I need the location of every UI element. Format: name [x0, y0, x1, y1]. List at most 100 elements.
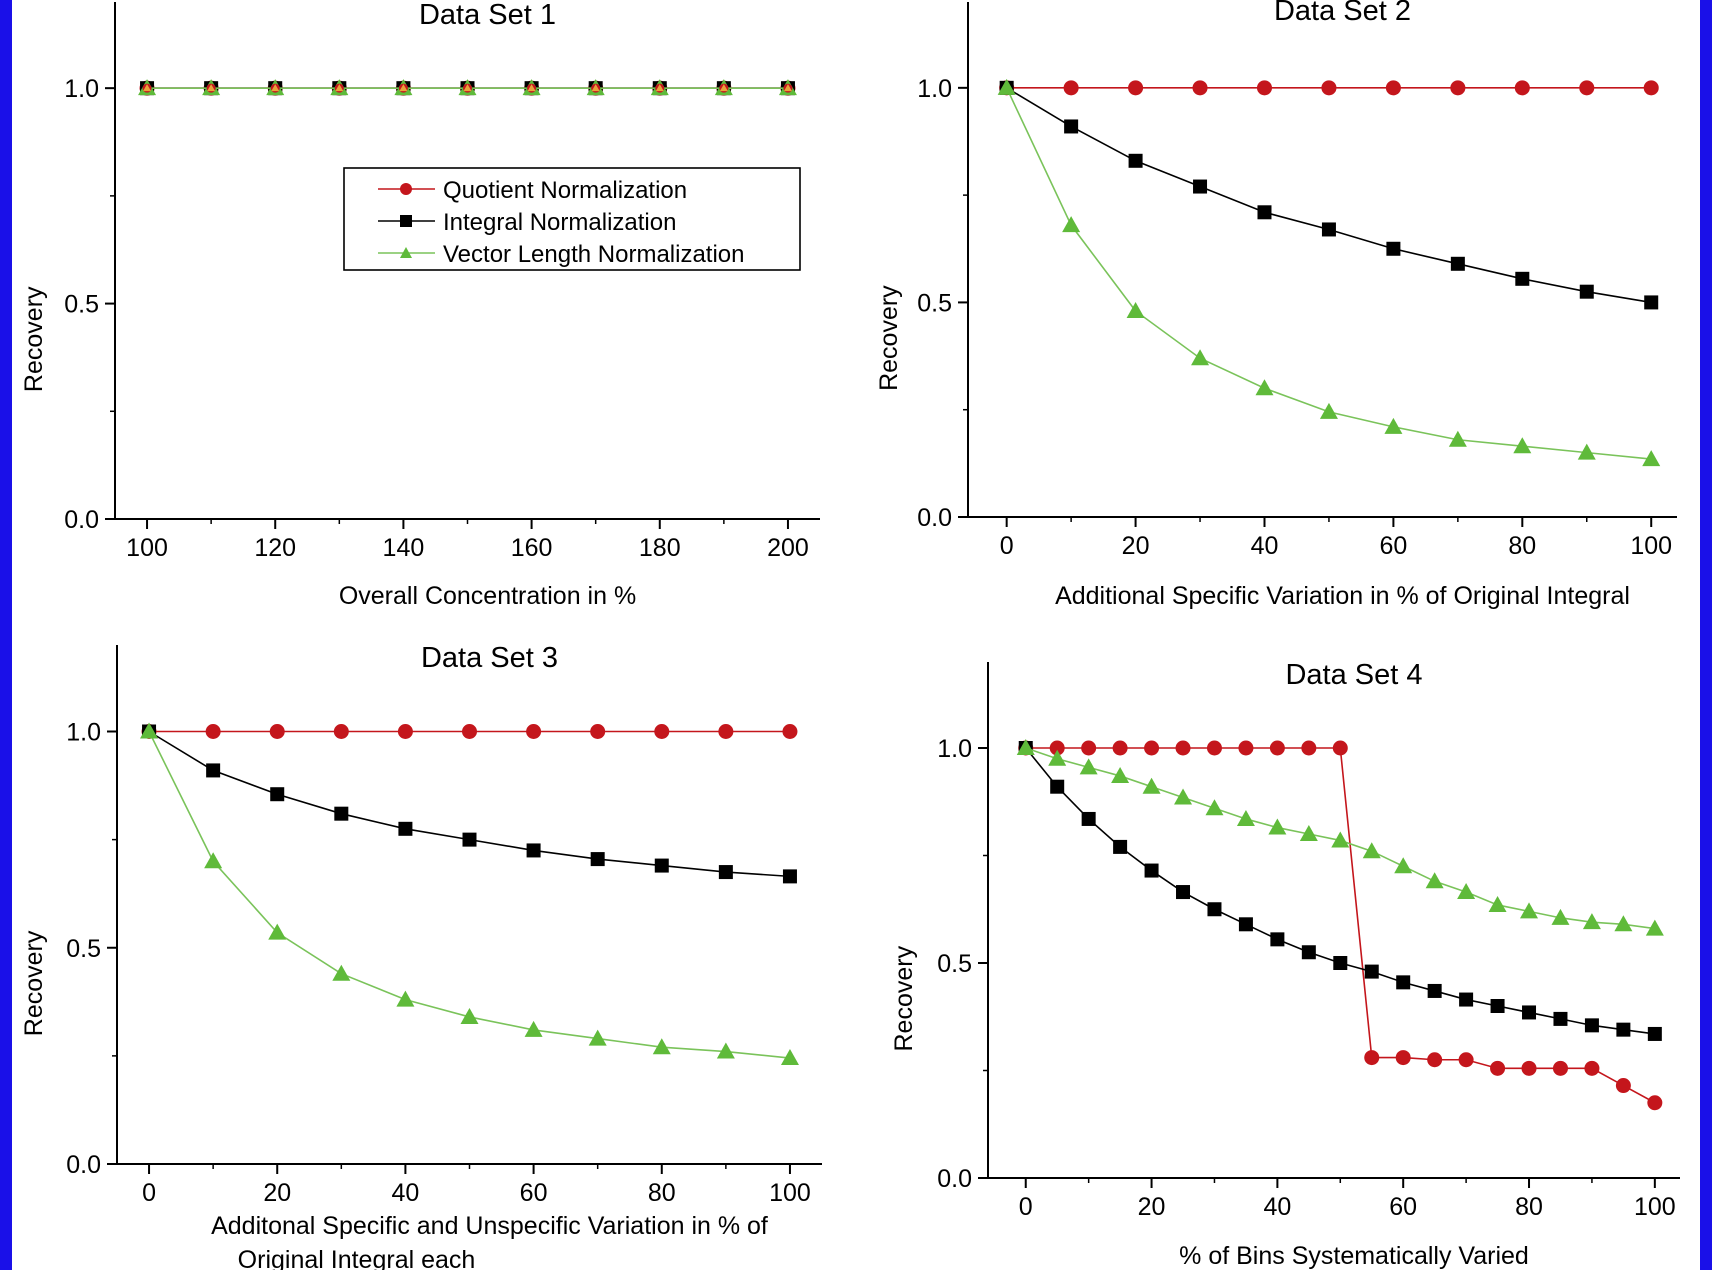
data-point	[1643, 80, 1659, 96]
series-vector-length-normalization	[997, 78, 1661, 467]
data-point	[1364, 964, 1379, 979]
x-tick-label: 60	[1389, 1193, 1417, 1221]
data-point	[143, 84, 152, 92]
series-vector-length-normalization	[1016, 739, 1664, 936]
data-point	[1614, 915, 1633, 932]
legend-marker-triangle	[400, 247, 412, 258]
data-point	[1579, 284, 1594, 299]
legend-label: Integral Normalization	[443, 209, 676, 236]
data-point	[205, 724, 221, 739]
data-point	[271, 84, 280, 92]
y-tick-label: 1.0	[917, 75, 952, 103]
data-point	[270, 787, 285, 802]
y-tick-label: 0.5	[937, 950, 972, 978]
data-point	[1175, 740, 1191, 756]
data-point	[1490, 999, 1505, 1013]
data-point	[1522, 1005, 1537, 1020]
y-axis-label: Recovery	[20, 286, 48, 392]
data-point	[591, 84, 600, 92]
data-point	[398, 821, 413, 836]
data-point	[462, 724, 477, 739]
data-point	[1582, 913, 1601, 930]
data-point	[1515, 271, 1530, 286]
chart-panel-2: Data Set 2 0.0 0.5 1.0 0 20 40 60 80 100Additiona…	[875, 0, 1677, 610]
data-point	[1333, 956, 1348, 970]
data-point	[399, 84, 408, 92]
x-tick-label: 60	[520, 1179, 548, 1207]
data-point	[1269, 740, 1285, 756]
data-point	[1647, 1095, 1663, 1111]
data-point	[652, 1038, 671, 1055]
data-point	[1458, 1052, 1474, 1068]
data-point	[1081, 740, 1097, 756]
data-point	[718, 724, 734, 739]
chart-panel-4: Data Set 4 0.0 0.5 1.0 0 20 40 60 80 100 % of Bins…	[890, 659, 1680, 1270]
data-point	[333, 724, 349, 739]
x-tick-label: 40	[1251, 532, 1279, 560]
data-point	[654, 858, 669, 873]
data-point	[1079, 758, 1098, 775]
x-tick-label: 120	[254, 534, 296, 562]
y-tick-label: 1.0	[937, 735, 972, 763]
y-tick-label: 1.0	[64, 75, 99, 103]
data-point	[1144, 863, 1159, 878]
data-point	[1584, 1060, 1600, 1076]
y-axis-label: Recovery	[875, 285, 903, 391]
data-point	[204, 852, 223, 869]
x-axis-label: Overall Concentration in %	[339, 582, 636, 610]
x-tick-label: 40	[392, 1179, 420, 1207]
y-axis-label: Recovery	[890, 945, 918, 1051]
series-line	[1025, 747, 1656, 1104]
data-point	[655, 84, 664, 92]
data-point	[1238, 917, 1253, 932]
data-point	[207, 84, 216, 92]
data-point	[1385, 80, 1401, 96]
x-tick-label: 0	[1019, 1193, 1033, 1221]
data-point	[1579, 80, 1595, 96]
series-quotient-normalization	[141, 724, 798, 739]
data-point	[1321, 80, 1337, 96]
data-point	[397, 724, 413, 739]
data-point	[1113, 839, 1128, 854]
x-tick-label: 100	[1634, 1193, 1676, 1221]
legend-label: Quotient Normalization	[443, 177, 687, 204]
chart-panel-3: Data Set 3 0.0 0.5 1.0 0 20 40 60 80 100Additonal…	[20, 642, 822, 1270]
y-tick-label: 0.5	[64, 291, 99, 319]
x-axis-label: Additional Specific Variation in % of Or…	[1055, 582, 1630, 610]
x-tick-label: 60	[1379, 532, 1407, 560]
series-integral-normalization	[999, 80, 1659, 310]
data-point	[1049, 740, 1065, 756]
data-point	[780, 1049, 799, 1066]
data-point	[1268, 818, 1287, 835]
y-tick-label: 0.0	[64, 506, 99, 534]
data-point	[1016, 739, 1035, 755]
data-point	[1192, 80, 1208, 96]
data-point	[1256, 80, 1272, 96]
series-quotient-normalization	[1018, 740, 1663, 1111]
data-point	[1364, 1050, 1380, 1066]
data-point	[526, 843, 541, 858]
data-point	[269, 724, 285, 739]
x-tick-label: 100	[1630, 532, 1672, 560]
series-line	[1006, 87, 1652, 304]
data-point	[1645, 919, 1664, 936]
data-point	[590, 724, 606, 739]
data-point	[1642, 450, 1661, 467]
series-line	[1025, 747, 1655, 1035]
data-point	[1615, 1078, 1631, 1094]
chart-panel-1: Data Set 1 0.0 0.5 1.0 100 120 140 160 180 200 Ove…	[20, 0, 820, 610]
data-point	[1577, 443, 1596, 460]
overlap-markers	[142, 83, 793, 93]
data-point	[1112, 740, 1128, 756]
data-point	[782, 724, 798, 739]
data-point	[1457, 883, 1476, 900]
legend-label: Vector Length Normalization	[443, 241, 745, 268]
data-point	[783, 84, 792, 92]
x-tick-label: 200	[767, 534, 809, 562]
x-axis-label: Additonal Specific and Unspecific Variat…	[211, 1212, 768, 1240]
x-tick-label: 20	[1138, 1193, 1166, 1221]
data-point	[1174, 788, 1193, 805]
x-axis-label-line2: Original Integral each	[238, 1246, 476, 1270]
data-point	[1321, 222, 1336, 237]
